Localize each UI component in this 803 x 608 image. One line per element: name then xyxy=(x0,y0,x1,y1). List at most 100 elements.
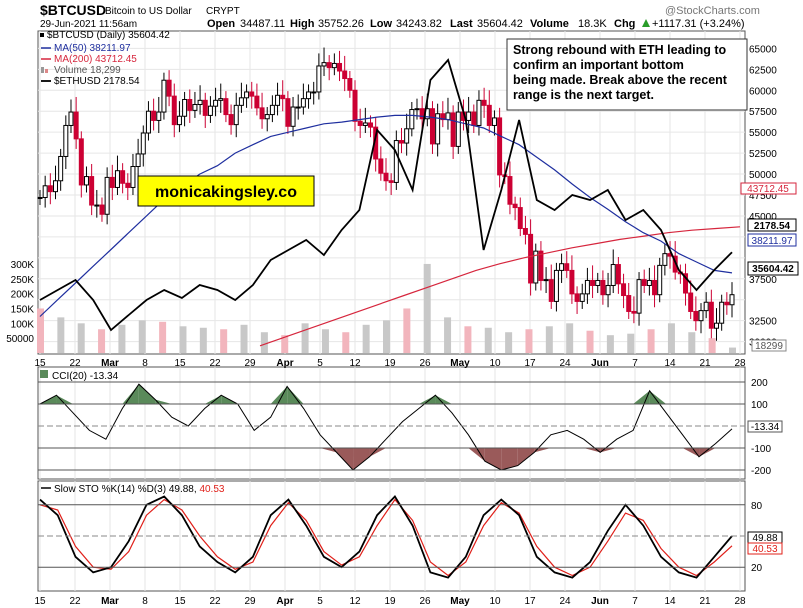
candle-body xyxy=(306,91,312,100)
candle-body xyxy=(662,253,668,266)
date-tick-label: 22 xyxy=(69,596,81,607)
candle-body xyxy=(223,98,229,116)
candle-body xyxy=(94,204,100,207)
volume-bar xyxy=(383,320,390,353)
volume-bar xyxy=(647,329,655,353)
date-tick-label: 5 xyxy=(317,358,323,369)
candle-body xyxy=(368,122,374,128)
candle-body xyxy=(533,250,539,284)
candle-body xyxy=(326,62,332,69)
date-tick-label: 15 xyxy=(174,596,186,607)
candle-body xyxy=(352,89,358,122)
volume-bar xyxy=(484,327,492,353)
date-tick-label: 19 xyxy=(384,596,396,607)
annotation-box xyxy=(506,38,748,111)
candle-body xyxy=(238,97,244,106)
candle-body xyxy=(646,279,652,286)
candle-body xyxy=(708,301,714,329)
value-tags: 43712.45 2178.54 38211.97 35604.42 18299 xyxy=(740,182,799,352)
candle-body xyxy=(429,108,435,145)
symbol-name: Bitcoin to US Dollar xyxy=(105,6,192,17)
date-axis-bottom: 15 22 Mar 8 15 22 29 Apr 5 12 19 26 May 10 17 24 Jun 7 14 2… xyxy=(34,596,746,607)
candle-body xyxy=(507,176,513,205)
candle-body xyxy=(414,108,420,111)
candle-body xyxy=(497,117,503,176)
candle-body xyxy=(218,98,224,101)
candle-body xyxy=(672,255,678,273)
candle-body xyxy=(156,111,162,121)
date-tick-label: 7 xyxy=(632,358,638,369)
cci-fill-pos xyxy=(204,395,222,404)
volume-bar xyxy=(729,347,736,353)
candle-body xyxy=(486,104,492,126)
cci-fill-neg xyxy=(484,448,502,470)
cci-panel xyxy=(37,366,746,480)
candle-body xyxy=(300,98,306,108)
volume-value: 18.3K xyxy=(578,18,607,30)
date-tick-label: 8 xyxy=(142,596,148,607)
price-legend: $BTCUSD (Daily) 35604.42 MA(50) 38211.97… xyxy=(40,30,170,87)
candle-body xyxy=(233,104,239,126)
candle-body xyxy=(517,207,523,230)
candle-body xyxy=(285,98,291,127)
candle-body xyxy=(729,294,735,306)
date-tick-label: 29 xyxy=(244,596,256,607)
candle-body xyxy=(161,79,167,113)
tag-sto-k: 49.88 xyxy=(752,533,777,544)
date-tick-label: 15 xyxy=(174,358,186,369)
candle-body xyxy=(440,113,446,121)
candle-body xyxy=(398,140,404,144)
volume-bar xyxy=(98,329,106,353)
candle-body xyxy=(357,120,363,126)
candle-body xyxy=(202,99,208,116)
ma50-line xyxy=(39,114,733,317)
candle-body xyxy=(631,310,637,314)
candle-body xyxy=(166,79,172,97)
volume-label: Volume xyxy=(530,18,569,30)
price-tick-label: 65000 xyxy=(749,44,777,55)
candle-body xyxy=(207,105,213,116)
candle-body xyxy=(714,322,720,329)
volume-bar xyxy=(199,327,207,353)
cci-fill-neg xyxy=(336,448,354,470)
high-value: 35752.26 xyxy=(318,18,364,30)
volume-bar xyxy=(57,317,65,353)
candle-body xyxy=(135,153,141,168)
candle-body xyxy=(321,62,327,67)
sto-tick-label: 20 xyxy=(751,563,763,574)
candle-body xyxy=(295,106,301,109)
volume-bar xyxy=(566,323,574,353)
candle-body xyxy=(579,293,585,302)
candle-body xyxy=(435,113,441,145)
date-tick-label: 14 xyxy=(664,596,676,607)
candle-body xyxy=(362,122,368,126)
volume-bar xyxy=(159,321,167,353)
candle-body xyxy=(590,279,596,286)
sto-title-d: 40.53 xyxy=(199,484,224,495)
cci-tick-label: 100 xyxy=(751,400,768,411)
candle-body xyxy=(140,132,146,155)
volume-bar xyxy=(118,324,126,353)
up-arrow-icon xyxy=(642,19,650,27)
volume-bar xyxy=(342,332,350,353)
candle-body xyxy=(512,203,518,209)
candle-body xyxy=(275,94,281,106)
candle-body xyxy=(471,111,477,126)
cci-fill-neg xyxy=(682,448,700,457)
date-tick-label: May xyxy=(450,596,470,607)
candle-body xyxy=(543,279,549,282)
chg-label: Chg xyxy=(614,18,635,30)
candle-body xyxy=(584,279,590,295)
cci-fills xyxy=(40,384,716,470)
candle-body xyxy=(383,172,389,182)
volume-bar xyxy=(464,326,472,353)
cci-fill-pos xyxy=(418,395,436,404)
candle-body xyxy=(63,124,69,157)
sto-tick-label: 80 xyxy=(751,501,763,512)
volume-tick-label: 200K xyxy=(11,290,35,301)
volume-bars xyxy=(37,263,736,353)
candle-body xyxy=(409,109,415,130)
volume-bar xyxy=(586,330,594,353)
cci-fill-pos xyxy=(287,386,304,404)
cci-fill-pos xyxy=(155,399,172,404)
